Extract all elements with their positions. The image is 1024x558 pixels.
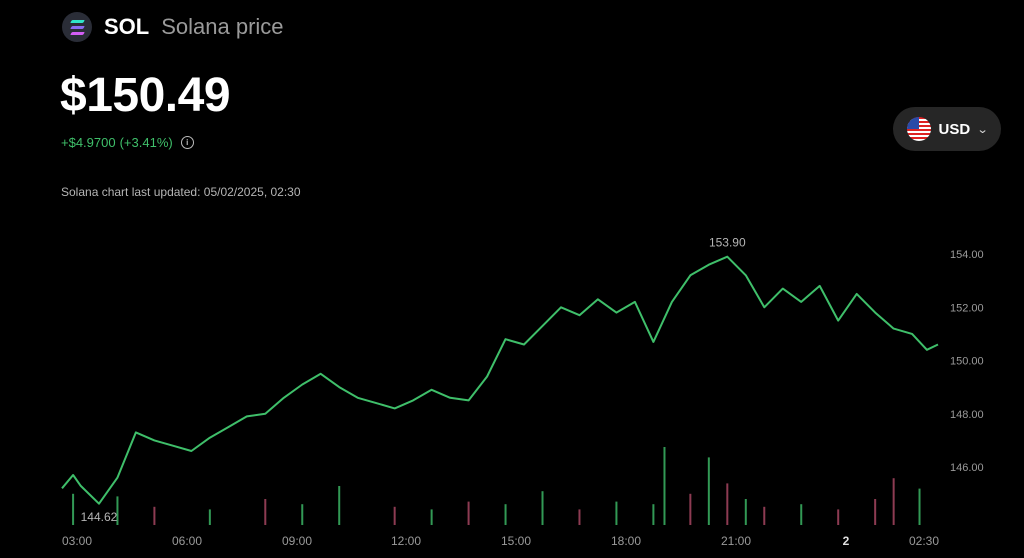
volume-bar xyxy=(430,509,433,525)
volume-bar xyxy=(467,501,470,525)
x-tick-label: 2 xyxy=(843,534,850,548)
y-axis-labels: 146.00 148.00 150.00 152.00 154.00 xyxy=(950,249,984,474)
price-change-percent: (+3.41%) xyxy=(119,135,173,150)
price-change: +$4.9700 (+3.41%) i xyxy=(61,135,194,150)
volume-bar xyxy=(874,499,877,525)
info-icon[interactable]: i xyxy=(180,136,194,149)
low-annotation: 144.62 xyxy=(81,510,118,524)
volume-bar xyxy=(837,509,840,525)
y-tick-label: 148.00 xyxy=(950,409,984,421)
x-tick-label: 06:00 xyxy=(172,534,202,548)
volume-bar xyxy=(116,496,119,525)
x-tick-label: 03:00 xyxy=(62,534,92,548)
last-updated-text: Solana chart last updated: 05/02/2025, 0… xyxy=(61,185,301,199)
volume-bar xyxy=(763,506,766,525)
y-tick-label: 150.00 xyxy=(950,356,984,368)
volume-bar xyxy=(541,491,544,525)
us-flag-icon xyxy=(906,117,931,141)
asset-name: Solana price xyxy=(161,14,284,39)
volume-bar xyxy=(918,488,921,525)
price-change-amount: +$4.9700 xyxy=(61,135,116,150)
volume-bar xyxy=(72,493,75,525)
chevron-down-icon: ⌄ xyxy=(976,123,989,136)
volume-bar xyxy=(393,506,396,525)
volume-bars xyxy=(72,447,921,525)
volume-bar xyxy=(615,501,618,525)
volume-bar xyxy=(208,509,211,525)
high-annotation: 153.90 xyxy=(709,236,746,250)
x-tick-label: 21:00 xyxy=(721,534,751,548)
volume-bar xyxy=(338,486,341,525)
volume-bar xyxy=(689,493,692,525)
volume-bar xyxy=(707,457,710,525)
volume-bar xyxy=(726,483,729,525)
volume-bar xyxy=(663,447,666,525)
volume-bar xyxy=(652,504,655,525)
volume-bar xyxy=(504,504,507,525)
volume-bar xyxy=(578,509,581,525)
price-line xyxy=(61,255,939,505)
ticker-symbol: SOL xyxy=(104,14,150,39)
current-price: $150.49 xyxy=(60,69,231,122)
y-tick-label: 146.00 xyxy=(950,462,984,474)
volume-bar xyxy=(301,504,304,525)
x-tick-label: 12:00 xyxy=(391,534,421,548)
header: SOL Solana price xyxy=(62,12,284,42)
currency-label: USD xyxy=(938,120,971,138)
volume-bar xyxy=(264,499,267,525)
volume-bar xyxy=(892,478,895,525)
x-tick-label: 02:30 xyxy=(909,534,939,548)
currency-selector[interactable]: USD ⌄ xyxy=(893,107,1001,151)
volume-bar xyxy=(744,499,747,525)
x-axis-labels: 03:00 06:00 09:00 12:00 15:00 18:00 21:00 2 02:3… xyxy=(62,534,939,548)
y-tick-label: 152.00 xyxy=(950,302,984,314)
y-tick-label: 154.00 xyxy=(950,249,984,261)
x-tick-label: 15:00 xyxy=(501,534,531,548)
volume-bar xyxy=(800,504,803,525)
x-tick-label: 09:00 xyxy=(282,534,312,548)
volume-bar xyxy=(153,506,156,525)
x-tick-label: 18:00 xyxy=(611,534,641,548)
solana-logo-icon xyxy=(62,12,92,42)
